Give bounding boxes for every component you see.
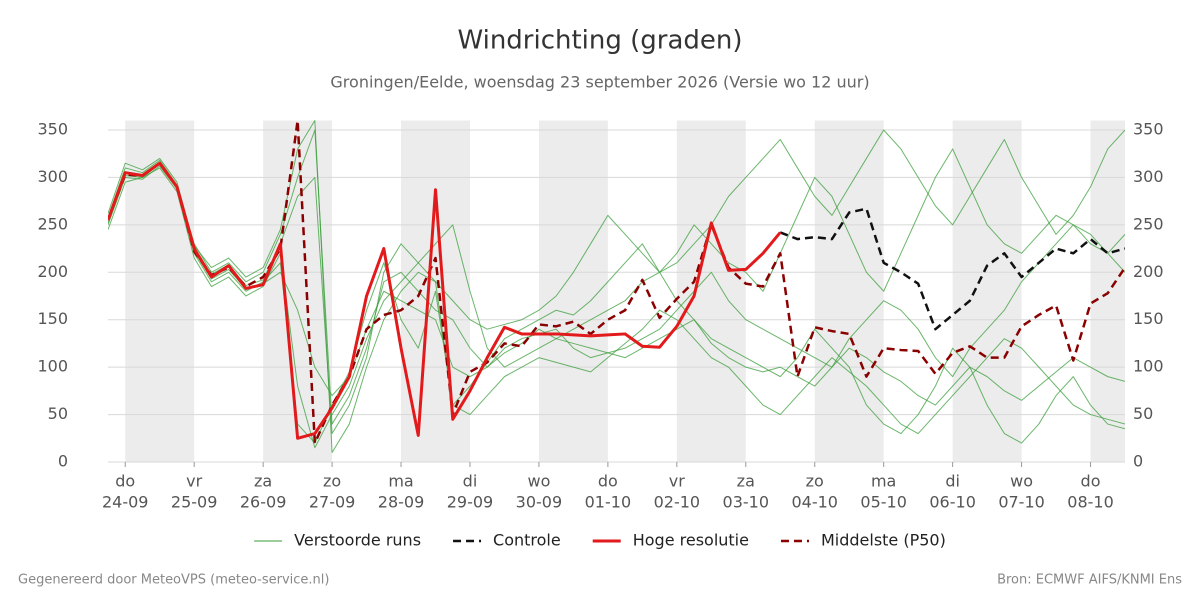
chart-title: Windrichting (graden): [457, 26, 742, 56]
y2-tick-label: 250: [1133, 214, 1164, 233]
footer-left: Gegenereerd door MeteoVPS (meteo-service…: [18, 573, 329, 588]
y2-tick-label: 300: [1133, 167, 1164, 186]
y2-tick-label: 200: [1133, 262, 1164, 281]
y2-tick-label: 0: [1133, 452, 1143, 471]
x-tick-label: di: [463, 472, 478, 491]
x-tick-label: do: [1081, 472, 1101, 491]
x-tick-label: vr: [669, 472, 685, 491]
footer-right: Bron: ECMWF AIFS/KNMI Ens: [997, 573, 1182, 588]
x-tick-date: 03-10: [723, 493, 770, 512]
legend-label: Verstoorde runs: [294, 531, 421, 550]
day-shade: [125, 120, 195, 462]
x-tick-date: 07-10: [998, 493, 1045, 512]
x-tick-date: 24-09: [102, 493, 149, 512]
y-tick-label: 250: [37, 214, 68, 233]
x-tick-date: 04-10: [791, 493, 838, 512]
ensemble-line: [108, 148, 1125, 444]
plot-area: [108, 119, 1125, 454]
y-tick-label: 350: [37, 119, 68, 138]
x-tick-label: ma: [871, 472, 896, 491]
legend-label: Controle: [493, 531, 561, 550]
ensemble-line: [108, 120, 1125, 454]
x-tick-date: 26-09: [240, 493, 287, 512]
x-tick-label: di: [945, 472, 960, 491]
x-tick-label: zo: [323, 472, 341, 491]
x-tick-date: 05-10: [860, 493, 907, 512]
y2-tick-label: 50: [1133, 404, 1153, 423]
y-tick-label: 0: [58, 452, 68, 471]
y-tick-label: 150: [37, 309, 68, 328]
x-tick-date: 30-09: [516, 493, 563, 512]
x-tick-label: za: [254, 472, 272, 491]
x-tick-date: 25-09: [171, 493, 218, 512]
y-tick-label: 100: [37, 357, 68, 376]
chart-subtitle: Groningen/Eelde, woensdag 23 september 2…: [330, 73, 869, 92]
series-line: [108, 161, 782, 440]
y2-tick-label: 150: [1133, 309, 1164, 328]
x-tick-label: wo: [1010, 472, 1033, 491]
x-tick-label: do: [115, 472, 135, 491]
x-tick-label: zo: [806, 472, 824, 491]
day-shade: [814, 120, 884, 462]
x-tick-date: 27-09: [309, 493, 356, 512]
legend-label: Hoge resolutie: [633, 531, 749, 550]
x-tick-label: vr: [186, 472, 202, 491]
y-tick-label: 200: [37, 262, 68, 281]
y2-tick-label: 100: [1133, 357, 1164, 376]
x-tick-date: 08-10: [1067, 493, 1114, 512]
y-tick-label: 300: [37, 167, 68, 186]
ensemble-line: [108, 129, 1125, 425]
x-tick-label: do: [598, 472, 618, 491]
x-tick-label: wo: [527, 472, 550, 491]
x-tick-date: 06-10: [929, 493, 976, 512]
x-tick-date: 02-10: [654, 493, 701, 512]
x-tick-date: 01-10: [585, 493, 632, 512]
day-shade: [676, 120, 746, 462]
day-shade: [263, 120, 333, 462]
x-tick-date: 28-09: [378, 493, 425, 512]
day-shade: [538, 120, 608, 462]
legend-label: Middelste (P50): [821, 531, 946, 550]
x-tick-label: ma: [388, 472, 413, 491]
x-tick-label: za: [737, 472, 755, 491]
y2-tick-label: 350: [1133, 119, 1164, 138]
legend: Verstoorde runs Controle Hoge resolutie Mid…: [254, 531, 946, 550]
y-tick-label: 50: [48, 404, 68, 423]
ensemble-line: [108, 167, 1125, 449]
x-tick-date: 29-09: [447, 493, 494, 512]
